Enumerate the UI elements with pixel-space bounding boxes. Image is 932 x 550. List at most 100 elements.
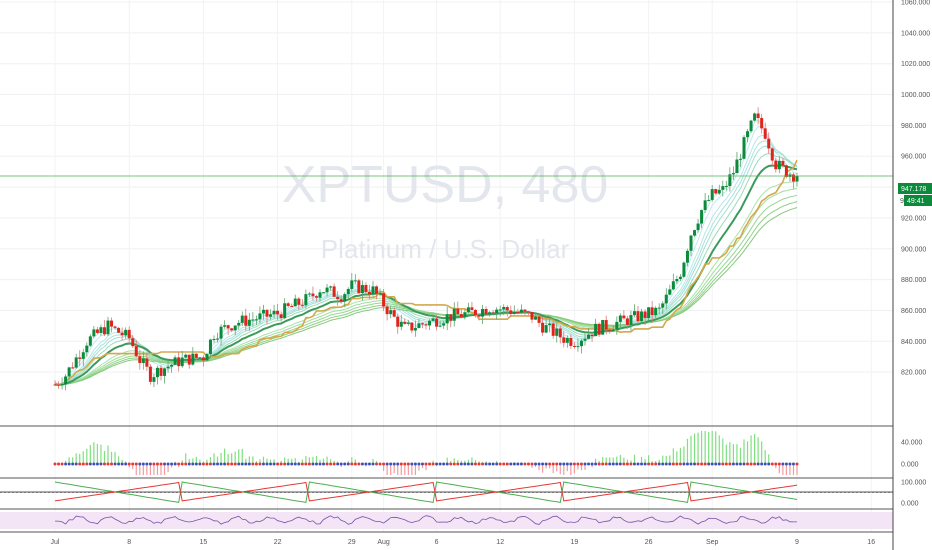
candle	[791, 172, 795, 189]
candle-body	[756, 113, 760, 119]
osc-dot	[92, 462, 96, 466]
candle-body	[148, 366, 152, 382]
candle-body	[173, 357, 177, 365]
candle-body	[784, 165, 788, 177]
candle-body	[194, 353, 198, 358]
stoch-tick-label: 100.000	[901, 480, 926, 487]
candle	[406, 319, 410, 326]
osc-dot	[258, 462, 262, 466]
osc-dot	[481, 462, 485, 466]
candle-body	[336, 296, 340, 300]
osc-dot	[385, 462, 389, 466]
candle-body	[350, 280, 354, 289]
candle-body	[636, 311, 640, 322]
candle	[523, 308, 527, 315]
candle	[233, 325, 237, 336]
candle	[459, 309, 463, 318]
candle-body	[696, 223, 700, 231]
candle	[318, 289, 322, 302]
candle	[67, 366, 71, 381]
osc-dot	[406, 462, 410, 466]
candle-body	[226, 325, 230, 329]
candle-body	[668, 289, 672, 295]
osc-dot	[661, 462, 665, 466]
candle-body	[661, 303, 665, 308]
candle-body	[777, 160, 781, 170]
candle	[763, 122, 767, 140]
candle	[678, 274, 682, 281]
osc-dot	[371, 462, 375, 466]
candle-body	[604, 319, 608, 330]
candle-body	[590, 334, 594, 337]
candle	[636, 305, 640, 324]
candle	[134, 340, 138, 358]
candle	[293, 294, 297, 307]
osc-dot	[696, 462, 700, 466]
candle	[74, 353, 78, 369]
candle-body	[329, 286, 333, 288]
candle-body	[463, 312, 467, 318]
candle-body	[247, 319, 251, 326]
candle	[795, 172, 799, 187]
candle-body	[258, 313, 262, 320]
candle	[565, 335, 569, 348]
candle	[583, 333, 587, 346]
osc-dot	[201, 462, 205, 466]
candle	[601, 319, 605, 335]
osc-dot	[601, 462, 605, 466]
candle	[244, 308, 248, 331]
osc-dot	[279, 462, 283, 466]
candle	[276, 304, 280, 320]
osc-dot	[177, 462, 181, 466]
candle	[548, 317, 552, 333]
candle	[378, 288, 382, 297]
osc-dot	[226, 462, 230, 466]
osc-dot	[322, 462, 326, 466]
candle-body	[717, 189, 721, 194]
osc-dot	[208, 462, 212, 466]
osc-dot	[417, 462, 421, 466]
candle	[431, 314, 435, 322]
osc-dot	[622, 462, 626, 466]
candle-body	[664, 294, 668, 304]
candle-body	[569, 337, 573, 346]
candle	[187, 354, 191, 369]
osc-dot	[102, 462, 106, 466]
osc-dot	[562, 462, 566, 466]
partial-price-label: 9	[900, 198, 904, 205]
candle	[622, 310, 626, 319]
candle	[127, 326, 131, 345]
candle-body	[770, 148, 774, 161]
osc-dot	[106, 462, 110, 466]
osc-dot	[403, 462, 407, 466]
osc-dot	[576, 462, 580, 466]
candle	[749, 119, 753, 133]
candle-body	[700, 210, 704, 224]
osc-dot	[445, 462, 449, 466]
osc-dot	[650, 462, 654, 466]
y-tick-label: 980.000	[901, 123, 926, 130]
candle	[413, 320, 417, 337]
candle-body	[233, 325, 237, 331]
osc-dot	[233, 462, 237, 466]
osc-dot	[382, 462, 386, 466]
osc-dot	[488, 462, 492, 466]
candle	[569, 334, 573, 349]
candle-body	[382, 293, 386, 307]
osc-dot	[491, 462, 495, 466]
candle-body	[297, 298, 301, 305]
candle	[689, 234, 693, 257]
candle	[148, 364, 152, 385]
candle-body	[735, 159, 739, 174]
osc-dot	[502, 462, 506, 466]
osc-dot	[163, 462, 167, 466]
osc-dot	[375, 462, 379, 466]
candle	[216, 332, 220, 343]
candle	[519, 304, 523, 315]
osc-dot	[693, 462, 697, 466]
osc-dot	[343, 462, 347, 466]
candle	[534, 314, 538, 320]
y-tick-label: 960.000	[901, 154, 926, 161]
candle	[177, 351, 181, 372]
osc-dot	[290, 462, 294, 466]
